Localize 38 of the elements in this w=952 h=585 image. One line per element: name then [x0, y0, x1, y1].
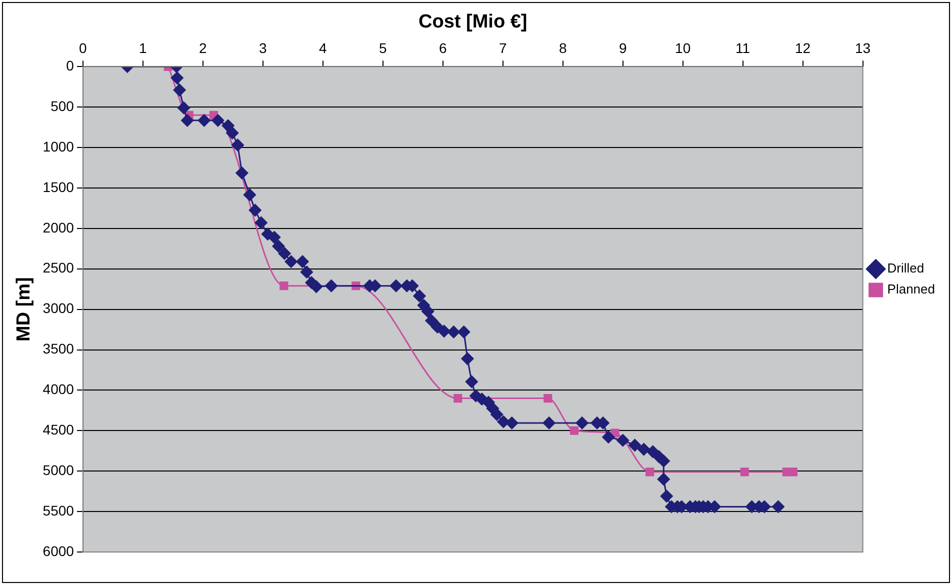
x-tick-label: 12	[795, 40, 811, 56]
x-tick-label: 8	[558, 40, 567, 56]
x-tick-label: 6	[438, 40, 447, 56]
y-tick-label: 2000	[42, 219, 74, 236]
y-tick-label: 3500	[42, 340, 74, 357]
legend-label: Drilled	[887, 260, 924, 276]
x-tick-label: 9	[618, 40, 627, 56]
point	[788, 468, 798, 476]
point	[646, 468, 654, 476]
y-tick-label: 4000	[42, 381, 74, 398]
x-tick-label: 3	[259, 40, 268, 56]
x-axis-title: Cost [Mio €]	[418, 12, 528, 33]
y-tick-label: 1000	[42, 138, 74, 154]
y-tick-label: 5000	[42, 462, 74, 478]
y-tick-label: 4500	[42, 422, 74, 438]
x-tick-label: 2	[199, 40, 208, 56]
x-tick-label: 13	[855, 40, 871, 56]
y-tick-label: 3000	[42, 300, 74, 316]
y-tick-label: 500	[50, 98, 74, 114]
y-tick-label: 0	[66, 57, 74, 74]
x-tick-label: 7	[498, 40, 507, 56]
x-tick-label: 10	[675, 40, 691, 56]
y-tick-label: 2500	[42, 260, 74, 276]
x-tick-label: 0	[79, 40, 88, 56]
point	[454, 394, 462, 403]
point	[280, 282, 288, 290]
x-tick-label: 11	[736, 40, 750, 56]
point	[740, 468, 749, 476]
y-axis-title: MD [m]	[14, 277, 35, 342]
point	[570, 426, 579, 435]
legend-label: Planned	[887, 282, 936, 297]
y-tick-label: 6000	[42, 542, 74, 559]
y-tick-label: 1500	[42, 178, 74, 195]
x-tick-label: 4	[319, 40, 327, 56]
x-tick-label: 1	[139, 40, 148, 56]
y-tick-label: 5500	[42, 502, 74, 518]
point	[544, 394, 552, 403]
x-tick-label: 5	[378, 40, 387, 56]
